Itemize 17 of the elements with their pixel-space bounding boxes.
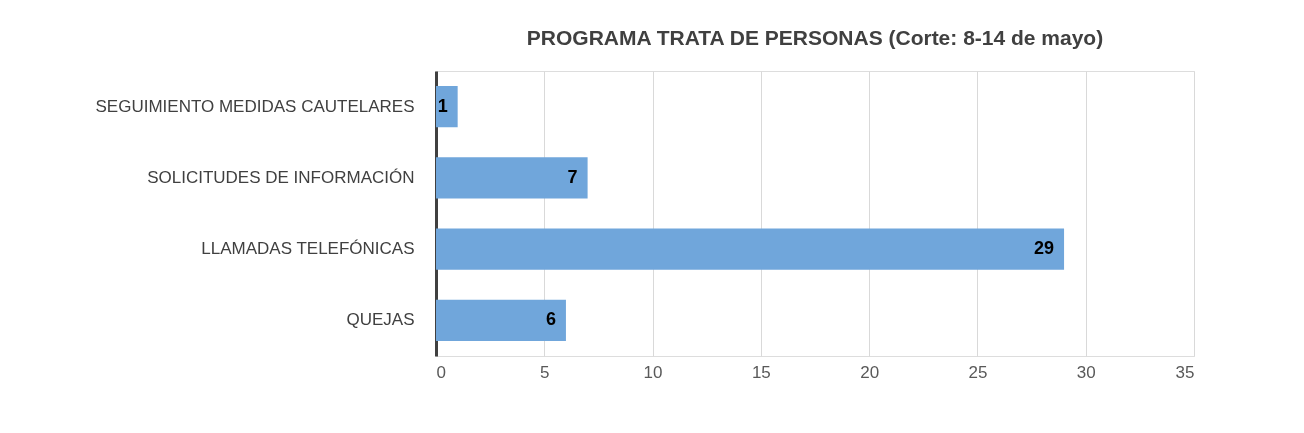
- x-tick-label: 20: [860, 362, 880, 382]
- x-tick-label: 15: [751, 362, 771, 382]
- data-label: 7: [567, 166, 578, 187]
- x-tick-label: 35: [1175, 362, 1195, 382]
- x-tick-label: 25: [968, 362, 988, 382]
- data-label: 29: [1034, 238, 1055, 259]
- y-tick-label: SEGUIMIENTO MEDIDAS CAUTELARES: [95, 96, 415, 116]
- y-tick-label: QUEJAS: [346, 310, 415, 330]
- data-label: 1: [437, 95, 448, 116]
- y-tick-label: LLAMADAS TELEFÓNICAS: [201, 239, 415, 259]
- x-tick-label: 30: [1076, 362, 1096, 382]
- chart-title: PROGRAMA TRATA DE PERSONAS (Corte: 8-14 de mayo): [526, 26, 1104, 49]
- data-label: 6: [545, 309, 556, 330]
- x-tick-label: 5: [540, 362, 550, 382]
- y-tick-label: SOLICITUDES DE INFORMACIÓN: [147, 167, 415, 187]
- x-tick-label: 0: [436, 362, 446, 382]
- x-tick-label: 10: [643, 362, 663, 382]
